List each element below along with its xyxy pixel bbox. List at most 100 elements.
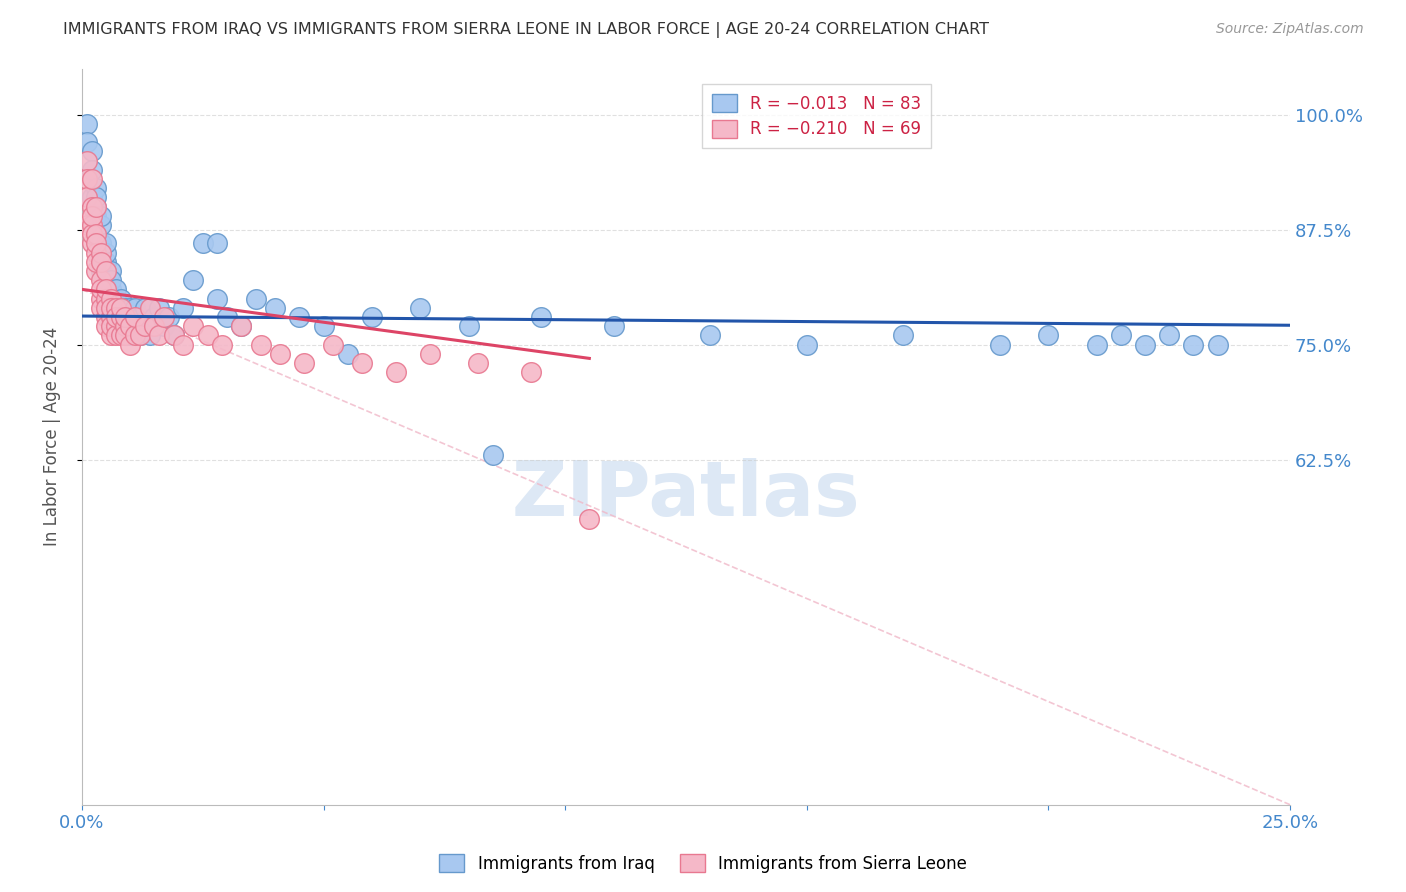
Point xyxy=(110,310,132,324)
Point xyxy=(114,310,136,324)
Point xyxy=(120,319,142,334)
Point xyxy=(76,172,98,186)
Point xyxy=(120,328,142,343)
Point xyxy=(100,264,122,278)
Point xyxy=(264,301,287,315)
Point xyxy=(520,365,543,379)
Point xyxy=(336,347,359,361)
Point xyxy=(94,301,117,315)
Point xyxy=(94,264,117,278)
Point xyxy=(148,328,170,343)
Point xyxy=(231,319,253,334)
Point xyxy=(100,301,122,315)
Point xyxy=(94,273,117,287)
Point xyxy=(699,328,721,343)
Point xyxy=(1038,328,1060,343)
Point xyxy=(385,365,408,379)
Point xyxy=(207,236,229,251)
Point xyxy=(80,209,103,223)
Point xyxy=(110,319,132,334)
Point xyxy=(481,448,503,462)
Point xyxy=(94,292,117,306)
Point xyxy=(104,301,127,315)
Point xyxy=(245,292,267,306)
Point xyxy=(181,273,204,287)
Point xyxy=(76,153,98,168)
Point xyxy=(269,347,291,361)
Point xyxy=(80,218,103,232)
Point xyxy=(207,292,229,306)
Point xyxy=(90,264,112,278)
Point xyxy=(90,254,112,268)
Point xyxy=(100,292,122,306)
Point xyxy=(80,172,103,186)
Point xyxy=(110,328,132,343)
Point xyxy=(110,301,132,315)
Point xyxy=(172,301,194,315)
Point xyxy=(134,319,156,334)
Point xyxy=(602,319,624,334)
Point xyxy=(157,310,180,324)
Point xyxy=(129,328,152,343)
Point xyxy=(104,301,127,315)
Point xyxy=(80,236,103,251)
Point xyxy=(80,227,103,242)
Point xyxy=(94,236,117,251)
Point xyxy=(86,200,108,214)
Point xyxy=(211,337,233,351)
Point xyxy=(124,328,146,343)
Point xyxy=(94,319,117,334)
Point xyxy=(1109,328,1132,343)
Point xyxy=(231,319,253,334)
Point xyxy=(86,190,108,204)
Text: Source: ZipAtlas.com: Source: ZipAtlas.com xyxy=(1216,22,1364,37)
Point xyxy=(94,282,117,296)
Point xyxy=(124,328,146,343)
Point xyxy=(100,292,122,306)
Point xyxy=(80,145,103,159)
Point xyxy=(80,162,103,177)
Point xyxy=(419,347,441,361)
Point xyxy=(80,190,103,204)
Point xyxy=(86,254,108,268)
Point xyxy=(796,337,818,351)
Point xyxy=(120,301,142,315)
Point xyxy=(80,200,103,214)
Point xyxy=(86,181,108,195)
Point xyxy=(1085,337,1108,351)
Point xyxy=(94,310,117,324)
Point xyxy=(86,227,108,242)
Point xyxy=(134,301,156,315)
Point xyxy=(138,301,160,315)
Point xyxy=(124,310,146,324)
Point xyxy=(100,328,122,343)
Point xyxy=(86,200,108,214)
Point xyxy=(288,310,311,324)
Point xyxy=(215,310,238,324)
Point xyxy=(249,337,271,351)
Point xyxy=(104,310,127,324)
Point xyxy=(76,218,98,232)
Point xyxy=(90,218,112,232)
Point xyxy=(114,319,136,334)
Point xyxy=(100,273,122,287)
Point xyxy=(197,328,219,343)
Point xyxy=(361,310,384,324)
Point xyxy=(129,310,152,324)
Point xyxy=(94,245,117,260)
Point xyxy=(76,190,98,204)
Point xyxy=(129,328,152,343)
Point xyxy=(120,319,142,334)
Point xyxy=(110,301,132,315)
Point xyxy=(120,337,142,351)
Point xyxy=(104,310,127,324)
Point xyxy=(114,301,136,315)
Point xyxy=(86,227,108,242)
Point xyxy=(86,209,108,223)
Point xyxy=(76,117,98,131)
Point xyxy=(104,282,127,296)
Point xyxy=(1206,337,1229,351)
Point xyxy=(1159,328,1181,343)
Point xyxy=(104,319,127,334)
Point xyxy=(143,319,166,334)
